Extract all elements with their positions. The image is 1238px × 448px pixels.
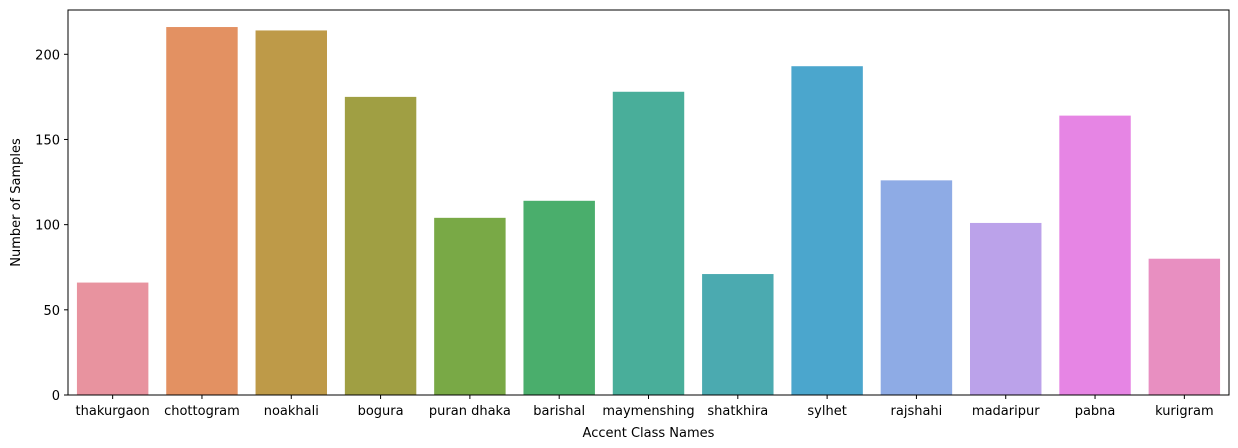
y-tick-label: 50	[43, 304, 60, 319]
x-tick-label: rajshahi	[891, 404, 943, 419]
x-tick-label: pabna	[1075, 404, 1116, 419]
x-tick-label: kurigram	[1155, 404, 1214, 419]
bar-pabna	[1059, 115, 1131, 395]
y-tick-label: 0	[52, 389, 60, 404]
x-tick-label: sylhet	[807, 404, 846, 419]
bar-shatkhira	[702, 274, 774, 395]
x-tick-label: madaripur	[972, 404, 1040, 419]
x-axis-label: Accent Class Names	[583, 426, 715, 441]
x-tick-label: noakhali	[264, 404, 319, 419]
x-tick-label: maymenshing	[602, 404, 694, 419]
y-axis-label: Number of Samples	[9, 138, 24, 267]
x-tick-label: barishal	[533, 404, 585, 419]
x-axis: thakurgaon chottogram noakhali bogura puran …	[76, 395, 1214, 419]
x-tick-label: bogura	[358, 404, 404, 419]
bars-group	[76, 27, 1221, 396]
bar-kurigram	[1148, 258, 1221, 395]
bar-bogura	[344, 96, 417, 396]
bar-barishal	[523, 200, 595, 395]
bar-rajshahi	[880, 180, 953, 395]
bar-puran-dhaka	[434, 217, 506, 395]
bar-thakurgaon	[76, 282, 149, 395]
x-tick-label: chottogram	[164, 404, 240, 419]
bar-madaripur	[970, 222, 1042, 395]
y-axis: 0 50 100 150 200	[35, 48, 68, 404]
plot-frame	[67, 9, 1230, 396]
bar-noakhali	[255, 30, 327, 396]
bar-maymenshing	[612, 91, 685, 396]
x-tick-label: puran dhaka	[429, 404, 511, 419]
y-tick-label: 150	[35, 133, 60, 148]
y-tick-label: 200	[35, 48, 60, 63]
x-tick-label: shatkhira	[707, 404, 768, 419]
x-tick-label: thakurgaon	[76, 404, 150, 419]
bar-sylhet	[791, 66, 863, 396]
y-tick-label: 100	[35, 219, 60, 234]
bar-chottogram	[166, 27, 238, 395]
